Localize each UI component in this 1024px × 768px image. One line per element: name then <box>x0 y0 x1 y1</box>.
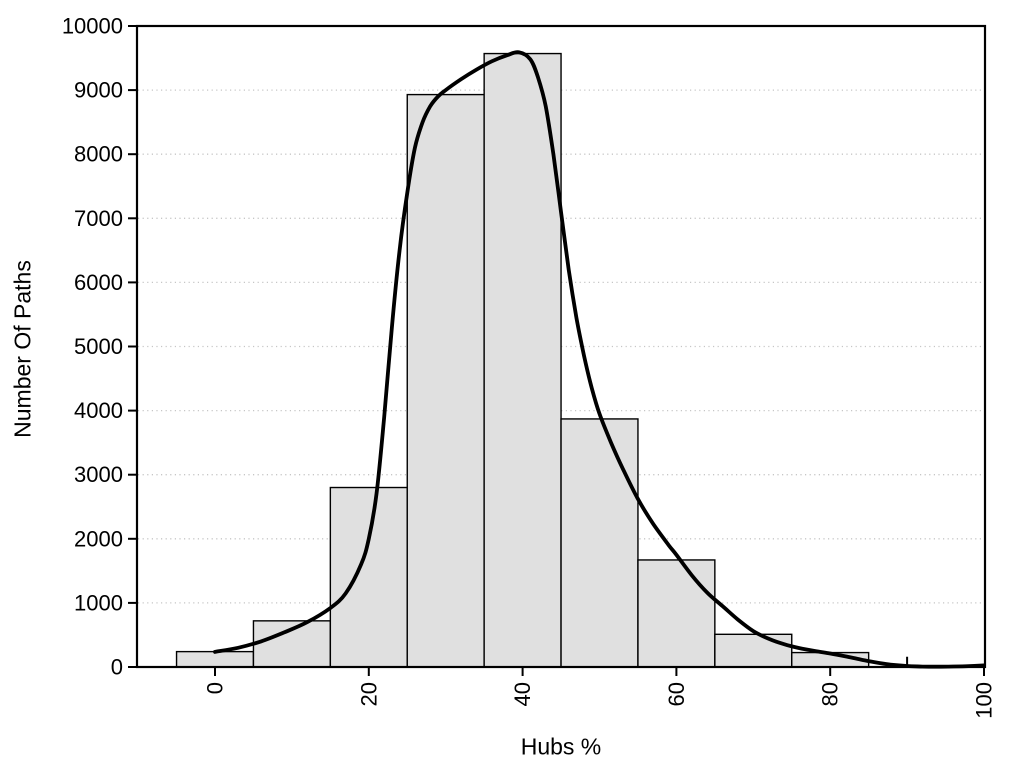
histogram-bar <box>560 418 639 668</box>
x-tick-label: 0 <box>203 682 228 694</box>
histogram-bar <box>483 52 562 668</box>
y-tick-label: 5000 <box>74 334 123 359</box>
histogram-bar <box>329 486 408 668</box>
histogram-bar <box>175 650 255 668</box>
x-axis-title: Hubs % <box>520 733 602 760</box>
y-tick-label: 7000 <box>74 206 123 231</box>
y-tick-label: 9000 <box>74 78 123 103</box>
x-tick-label: 40 <box>510 682 535 706</box>
y-tick-label: 10000 <box>62 14 123 39</box>
density-curve <box>213 50 986 669</box>
y-tick-label: 0 <box>111 655 123 680</box>
x-tick-label: 20 <box>356 682 381 706</box>
y-tick-label: 2000 <box>74 526 123 551</box>
histogram-bar <box>714 633 793 668</box>
y-tick-label: 3000 <box>74 462 123 487</box>
x-tick-label: 60 <box>664 682 689 706</box>
y-tick-label: 4000 <box>74 398 123 423</box>
x-tick-label: 80 <box>818 682 843 706</box>
y-axis-title: Number Of Paths <box>9 260 36 438</box>
y-tick-label: 8000 <box>74 142 123 167</box>
y-tick-label: 1000 <box>74 590 123 615</box>
y-tick-label: 6000 <box>74 270 123 295</box>
histogram-bar <box>406 93 485 668</box>
histogram-bar <box>637 559 716 668</box>
x-tick-label: 100 <box>972 682 997 719</box>
